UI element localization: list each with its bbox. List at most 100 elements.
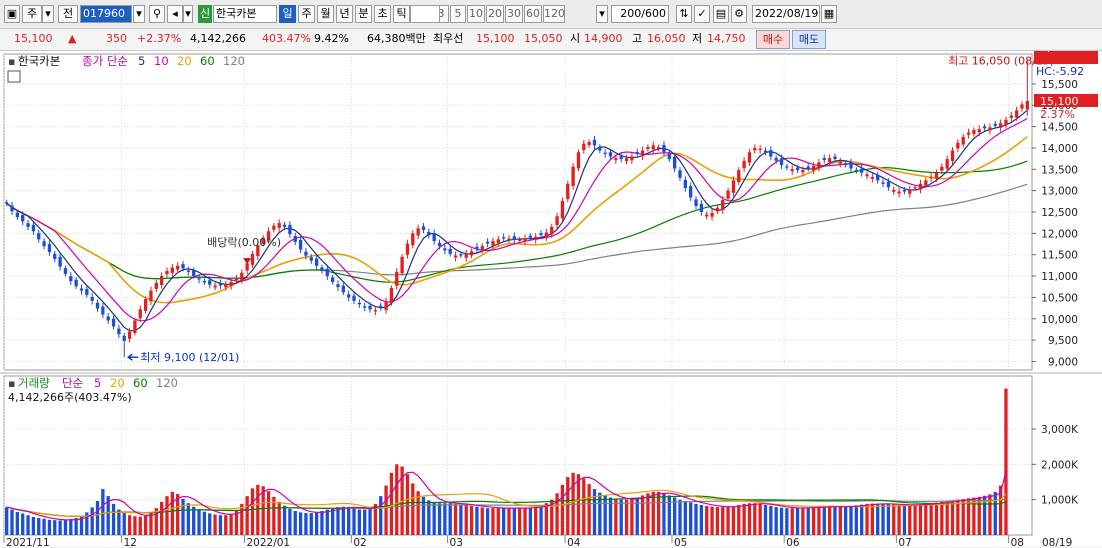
tab-period-1[interactable]: 주 <box>298 5 315 23</box>
tab-period-0[interactable]: 일 <box>279 5 296 23</box>
candle-body <box>560 200 565 219</box>
candle-body <box>902 189 907 192</box>
window-menu-icon[interactable]: ▣ <box>4 5 20 23</box>
candle-body <box>309 257 313 261</box>
low-price: 14,750 <box>707 32 746 45</box>
price-tick-label: 13,500 <box>1041 164 1078 176</box>
volume-bar <box>101 489 105 535</box>
dividend-annotation: 배당락(0.00%) <box>207 236 281 249</box>
buy-button[interactable]: 매수 <box>756 30 790 49</box>
candle-body <box>47 244 52 253</box>
interval-button-20[interactable]: 20 <box>486 5 504 23</box>
volume-bar <box>710 506 714 535</box>
prev-button[interactable]: 전 <box>58 5 78 23</box>
count-input[interactable]: 200/600 <box>611 5 669 23</box>
stock-code-input[interactable]: 017960 <box>80 5 132 23</box>
candle-body <box>1014 110 1019 118</box>
candle-body <box>464 253 468 258</box>
candle-body <box>988 127 992 131</box>
volume-ma5-line <box>6 471 1007 521</box>
speaker-icon[interactable]: ◂ <box>167 5 183 23</box>
interval-button-10[interactable]: 10 <box>467 5 485 23</box>
volume-bar <box>218 515 223 535</box>
indicator-icon[interactable]: ✓ <box>694 5 710 23</box>
credit-badge: 신 <box>198 5 212 23</box>
interval-button-5[interactable]: 5 <box>450 5 466 23</box>
candle-body <box>630 156 634 161</box>
candle-body <box>571 166 575 186</box>
minute-input[interactable] <box>410 5 440 23</box>
candle-body <box>26 223 30 227</box>
tab-period-2[interactable]: 월 <box>317 5 334 23</box>
last-price-label: 15,100 <box>1040 95 1079 108</box>
settings-icon[interactable]: ⚙ <box>731 5 747 23</box>
candle-body <box>747 152 752 163</box>
candle-body <box>929 176 933 179</box>
price-legend-prefix: 종가 단순 <box>82 54 128 68</box>
search-icon[interactable]: ⚲ <box>149 5 165 23</box>
stock-chart[interactable]: 9,000 9,500 10,000 10,500 11,000 11,500 12,000… <box>0 51 1102 548</box>
volume-bar <box>523 508 527 535</box>
volume-bar <box>747 503 752 535</box>
low-label: 저 <box>692 32 703 45</box>
candle-body <box>523 238 527 242</box>
volume-bar <box>715 507 720 535</box>
volume-bar <box>266 491 271 535</box>
volume-bar <box>95 501 100 535</box>
tab-period-5[interactable]: 초 <box>374 5 391 23</box>
candle-body <box>69 276 73 282</box>
candle-body <box>763 150 768 153</box>
candle-body <box>122 335 126 341</box>
save-icon[interactable]: ▤ <box>713 5 729 23</box>
candle-body <box>427 231 431 236</box>
minute-dropdown-icon[interactable]: ▾ <box>596 5 608 23</box>
volume-bar <box>117 509 121 535</box>
best-ask-label: 최우선 <box>433 32 464 45</box>
price-tick-label: 14,000 <box>1041 143 1078 155</box>
tab-period-6[interactable]: 틱 <box>393 5 410 23</box>
volume-bar <box>1004 388 1008 535</box>
interval-button-120[interactable]: 120 <box>543 5 565 23</box>
candle-toggle-icon[interactable]: ⇅ <box>676 5 692 23</box>
candle-body <box>544 232 549 238</box>
candle-body <box>737 170 741 183</box>
volume-bar <box>886 504 891 535</box>
sell-button[interactable]: 매도 <box>792 30 826 49</box>
candle-body <box>475 246 479 249</box>
volume-bar <box>469 506 474 535</box>
grid-toggle-icon <box>7 70 21 83</box>
stock-name-field[interactable]: 한국카본 <box>213 5 277 23</box>
volume-bar <box>774 507 778 535</box>
date-field[interactable]: 2022/08/19 <box>752 5 820 23</box>
volume-bar <box>63 520 68 535</box>
candle-body <box>138 309 142 319</box>
low-annotation: 최저 9,100 (12/01) <box>140 351 239 364</box>
candle-body <box>85 288 89 295</box>
candle-body <box>229 282 233 287</box>
chevron-down-icon[interactable]: ▾ <box>42 5 54 23</box>
volume-bar <box>245 496 249 535</box>
candle-body <box>528 235 533 238</box>
speaker-dropdown-icon[interactable]: ▾ <box>183 5 193 23</box>
candle-body <box>176 265 180 270</box>
volume-bar <box>913 504 917 535</box>
volume-bar <box>320 510 324 535</box>
candle-body <box>774 158 778 161</box>
period-select[interactable]: 주 <box>22 5 42 23</box>
interval-button-30[interactable]: 30 <box>505 5 523 23</box>
interval-button-60[interactable]: 60 <box>524 5 542 23</box>
tab-period-3[interactable]: 년 <box>336 5 353 23</box>
volume-bar <box>737 504 741 535</box>
code-dropdown-icon[interactable]: ▾ <box>133 5 145 23</box>
volume-bar <box>282 505 287 535</box>
volume-bar <box>389 472 394 535</box>
volume-bar <box>512 508 516 535</box>
calendar-icon[interactable]: ▦ <box>821 5 837 23</box>
candle-body <box>731 180 736 193</box>
candle-body <box>330 277 335 283</box>
tab-period-4[interactable]: 분 <box>355 5 372 23</box>
volume-bar <box>865 503 869 535</box>
candle-body <box>656 147 661 150</box>
candle-body <box>608 152 613 157</box>
candle-body <box>865 174 869 177</box>
